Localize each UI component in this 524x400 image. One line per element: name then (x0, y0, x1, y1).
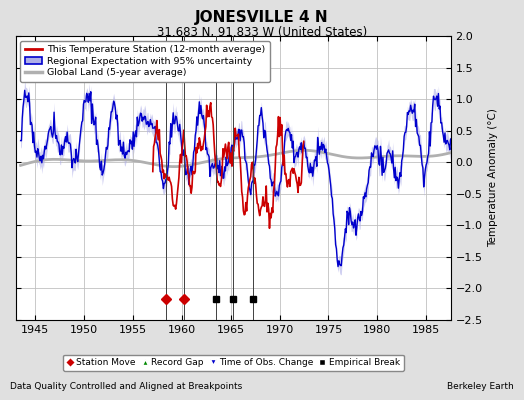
Text: 31.683 N, 91.833 W (United States): 31.683 N, 91.833 W (United States) (157, 26, 367, 39)
Text: Berkeley Earth: Berkeley Earth (447, 382, 514, 391)
Text: Data Quality Controlled and Aligned at Breakpoints: Data Quality Controlled and Aligned at B… (10, 382, 243, 391)
Text: JONESVILLE 4 N: JONESVILLE 4 N (195, 10, 329, 25)
Legend: Station Move, Record Gap, Time of Obs. Change, Empirical Break: Station Move, Record Gap, Time of Obs. C… (63, 355, 403, 371)
Y-axis label: Temperature Anomaly (°C): Temperature Anomaly (°C) (488, 108, 498, 248)
